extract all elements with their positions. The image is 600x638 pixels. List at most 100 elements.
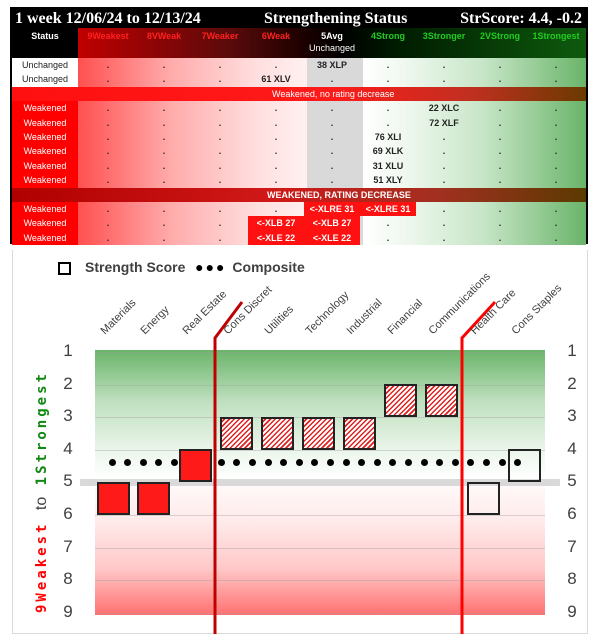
y-tick-right: 2 bbox=[567, 373, 577, 393]
rating-cell: . bbox=[386, 117, 390, 128]
composite-dot bbox=[514, 459, 522, 467]
rating-cell: . bbox=[498, 204, 502, 214]
strength-score-marker bbox=[425, 384, 458, 418]
status-column-bg bbox=[12, 101, 78, 188]
table-row: Unchanged... 61 XLV..... bbox=[12, 72, 586, 86]
row-status: Weakened bbox=[23, 146, 67, 157]
rating-cell: . bbox=[442, 146, 446, 157]
rating-cell: . bbox=[498, 117, 502, 128]
column-header-label: 1Strongest bbox=[532, 31, 580, 41]
section-band: WEAKENED, RATING DECREASE bbox=[12, 187, 586, 202]
rating-cell: . bbox=[106, 175, 110, 186]
column-header: 6Weak bbox=[248, 30, 304, 42]
rating-cell: . bbox=[106, 218, 110, 229]
column-header: Status bbox=[16, 30, 74, 42]
table-row: Weakened... <-XLB 27 <-XLB 27.... bbox=[12, 216, 586, 231]
rating-cell: . bbox=[330, 175, 334, 186]
table-row: Weakened.... <-XLRE 31 <-XLRE 31... bbox=[12, 202, 586, 217]
column-header-label: 9Weakest bbox=[87, 31, 129, 41]
rating-cell: . bbox=[498, 74, 502, 85]
composite-dot bbox=[155, 459, 163, 467]
strength-score-marker bbox=[343, 416, 376, 450]
table-row: Unchanged.... 38 XLP.... bbox=[12, 58, 586, 72]
avg-column-shade bbox=[307, 58, 363, 87]
y-tick-left: 5 bbox=[63, 471, 73, 491]
y-tick-right: 1 bbox=[567, 341, 577, 360]
gridline bbox=[95, 352, 545, 353]
rating-cell: . bbox=[442, 175, 446, 186]
rating-cell: . bbox=[162, 160, 166, 171]
rating-cell: <-XLE 22 bbox=[248, 230, 304, 246]
y-tick-right: 8 bbox=[567, 569, 577, 589]
rating-cell: . bbox=[162, 218, 166, 229]
rating-cell: . bbox=[274, 204, 278, 214]
rating-cell: <-XLRE 31 bbox=[304, 202, 360, 217]
rating-cell: . bbox=[162, 232, 166, 243]
rating-cell: 72 XLF bbox=[429, 117, 459, 128]
row-status: Unchanged bbox=[21, 74, 69, 85]
rating-cell: . bbox=[442, 204, 446, 214]
y-tick-left: 1 bbox=[63, 341, 73, 360]
rating-cell: . bbox=[274, 60, 278, 70]
rating-cell: <-XLB 27 bbox=[248, 216, 304, 231]
rating-cell: <-XLRE 31 bbox=[360, 202, 416, 217]
column-header-label: 4Strong bbox=[370, 31, 405, 41]
y-tick-right: 4 bbox=[567, 438, 577, 458]
rating-cell: . bbox=[274, 160, 278, 171]
rating-cell: . bbox=[106, 74, 110, 85]
section-band: Weakened, no rating decrease bbox=[12, 86, 586, 102]
composite-dot bbox=[358, 459, 366, 467]
section-band-label: WEAKENED, RATING DECREASE bbox=[267, 189, 411, 200]
composite-dot bbox=[124, 459, 132, 467]
strengthening-status-table: 1 week 12/06/24 to 12/13/24 Strengthenin… bbox=[10, 7, 588, 246]
composite-dot bbox=[264, 459, 272, 467]
rating-cell: . bbox=[554, 132, 558, 142]
table-title-row: 1 week 12/06/24 to 12/13/24 Strengthenin… bbox=[12, 9, 586, 28]
strength-score-marker bbox=[137, 482, 170, 515]
rating-cell: . bbox=[218, 232, 222, 243]
rating-cell: . bbox=[218, 103, 222, 114]
rating-cell: . bbox=[554, 160, 558, 171]
strength-score-marker bbox=[467, 482, 500, 515]
strength-score-marker bbox=[261, 416, 294, 450]
composite-dot bbox=[139, 459, 147, 467]
rating-cell: . bbox=[274, 146, 278, 157]
status-column-bg bbox=[12, 202, 78, 246]
rating-cell: . bbox=[386, 218, 390, 229]
column-header: 1Strongest bbox=[528, 30, 584, 42]
gridline bbox=[95, 547, 545, 549]
rating-cell: . bbox=[498, 218, 502, 229]
rating-cell: . bbox=[554, 218, 558, 229]
rating-cell: . bbox=[498, 60, 502, 70]
y-label-strongest: 1Strongest bbox=[34, 371, 50, 486]
rating-cell: . bbox=[218, 160, 222, 171]
rating-cell: . bbox=[274, 117, 278, 128]
y-tick-left: 9 bbox=[63, 601, 73, 621]
row-status: Weakened bbox=[23, 232, 67, 243]
rating-cell: 22 XLC bbox=[428, 103, 460, 114]
rating-cell: . bbox=[218, 132, 222, 142]
composite-dot bbox=[451, 459, 459, 467]
rating-cell: . bbox=[442, 132, 446, 142]
table-row: Weakened...... 72 XLF.. bbox=[12, 116, 586, 130]
composite-dot bbox=[248, 459, 256, 467]
gridline bbox=[95, 449, 545, 451]
composite-dot bbox=[389, 459, 397, 467]
rating-cell: . bbox=[554, 60, 558, 70]
rating-cell: . bbox=[554, 74, 558, 85]
column-header-label: 5Avg bbox=[321, 31, 343, 41]
rating-cell: 69 XLK bbox=[372, 146, 404, 157]
rating-cell: . bbox=[218, 175, 222, 186]
strength-score-marker bbox=[302, 416, 335, 450]
rating-cell: . bbox=[554, 146, 558, 157]
rating-cell: . bbox=[106, 232, 110, 243]
rating-cell: . bbox=[554, 117, 558, 128]
rating-cell: . bbox=[554, 103, 558, 114]
composite-dot bbox=[108, 459, 116, 467]
rating-cell: 51 XLY bbox=[373, 175, 403, 186]
rating-cell: . bbox=[498, 132, 502, 142]
rating-cell: . bbox=[498, 146, 502, 157]
table-title: Strengthening Status bbox=[264, 10, 408, 27]
rating-cell: . bbox=[162, 103, 166, 114]
composite-dot bbox=[217, 459, 225, 467]
